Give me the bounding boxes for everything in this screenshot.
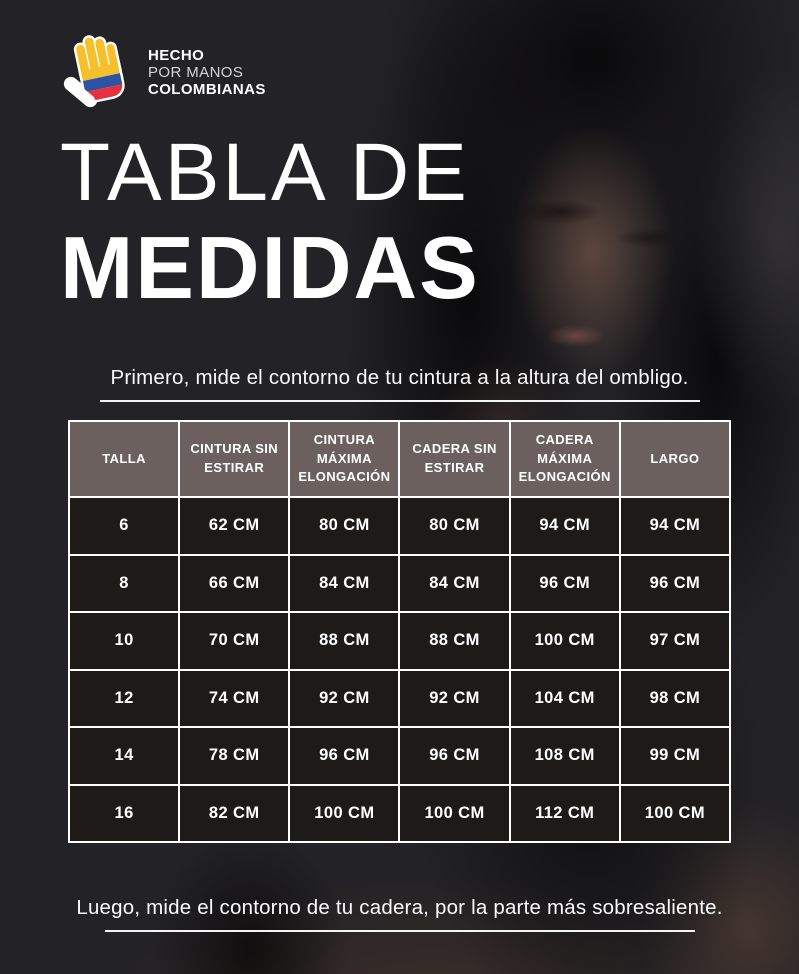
measure-value-cell: 94 CM	[508, 496, 621, 556]
measure-value-cell: 104 CM	[508, 668, 621, 728]
size-row: 8 66 CM 84 CM 84 CM 96 CM 96 CM	[67, 553, 732, 613]
instruction-hip: Luego, mide el contorno de tu cadera, po…	[0, 896, 799, 932]
measure-value-cell: 100 CM	[618, 783, 732, 843]
hand-colombian-flag-icon	[63, 35, 125, 108]
column-header: TALLA	[67, 420, 181, 498]
measure-value-cell: 100 CM	[288, 783, 401, 843]
divider-line-bottom	[104, 930, 695, 932]
size-value-cell: 12	[67, 668, 181, 728]
divider-line-top	[99, 400, 700, 402]
size-row: 14 78 CM 96 CM 96 CM 108 CM 99 CM	[67, 726, 732, 786]
size-value-cell: 14	[67, 726, 181, 786]
measure-value-cell: 84 CM	[288, 553, 401, 613]
column-header: CADERA MÁXIMA ELONGACIÓN	[508, 420, 621, 498]
measure-value-cell: 84 CM	[398, 553, 511, 613]
measure-value-cell: 88 CM	[398, 611, 511, 671]
column-header: CINTURA MÁXIMA ELONGACIÓN	[288, 420, 401, 498]
instruction-waist-text: Primero, mide el contorno de tu cintura …	[110, 366, 689, 389]
logo-line-por-manos: POR MANOS	[148, 63, 244, 81]
measure-value-cell: 62 CM	[178, 496, 291, 556]
measure-value-cell: 96 CM	[508, 553, 621, 613]
title-line-1: TABLA DE	[60, 127, 470, 218]
size-row: 6 62 CM 80 CM 80 CM 94 CM 94 CM	[67, 496, 732, 556]
measure-value-cell: 82 CM	[178, 783, 291, 843]
size-value-cell: 6	[67, 496, 181, 556]
brand-logo: HECHO POR MANOS COLOMBIANAS	[62, 32, 266, 112]
measure-value-cell: 100 CM	[398, 783, 511, 843]
size-row: 10 70 CM 88 CM 88 CM 100 CM 97 CM	[67, 611, 732, 671]
measure-value-cell: 97 CM	[618, 611, 732, 671]
size-value-cell: 10	[67, 611, 181, 671]
header-row: TALLA CINTURA SIN ESTIRAR CINTURA MÁXIMA E…	[67, 420, 732, 498]
measure-value-cell: 98 CM	[618, 668, 732, 728]
instruction-hip-text: Luego, mide el contorno de tu cadera, po…	[76, 896, 723, 919]
size-row: 16 82 CM 100 CM 100 CM 112 CM 100 CM	[67, 783, 732, 843]
size-value-cell: 8	[67, 553, 181, 613]
measure-value-cell: 88 CM	[288, 611, 401, 671]
measure-value-cell: 96 CM	[288, 726, 401, 786]
measure-value-cell: 70 CM	[178, 611, 291, 671]
size-table-body: 6 62 CM 80 CM 80 CM 94 CM 94 CM 8 66 CM 84 CM 84 …	[67, 496, 732, 843]
measure-value-cell: 99 CM	[618, 726, 732, 786]
column-header: CINTURA SIN ESTIRAR	[178, 420, 291, 498]
column-header: LARGO	[618, 420, 732, 498]
measure-value-cell: 100 CM	[508, 611, 621, 671]
instruction-waist: Primero, mide el contorno de tu cintura …	[0, 366, 799, 402]
measure-value-cell: 94 CM	[618, 496, 732, 556]
column-header: CADERA SIN ESTIRAR	[398, 420, 511, 498]
measure-value-cell: 96 CM	[398, 726, 511, 786]
measure-value-cell: 80 CM	[398, 496, 511, 556]
logo-wordmark: HECHO POR MANOS COLOMBIANAS	[148, 47, 266, 98]
measure-value-cell: 108 CM	[508, 726, 621, 786]
size-table-head: TALLA CINTURA SIN ESTIRAR CINTURA MÁXIMA E…	[67, 420, 732, 498]
measure-value-cell: 112 CM	[508, 783, 621, 843]
measure-value-cell: 92 CM	[288, 668, 401, 728]
size-table: TALLA CINTURA SIN ESTIRAR CINTURA MÁXIMA E…	[67, 420, 732, 843]
page-title: TABLA DE MEDIDAS	[60, 126, 480, 316]
title-line-2: MEDIDAS	[60, 218, 480, 317]
logo-line-hecho: HECHO	[148, 46, 205, 64]
logo-line-colombianas: COLOMBIANAS	[148, 80, 266, 98]
measure-value-cell: 78 CM	[178, 726, 291, 786]
measure-value-cell: 80 CM	[288, 496, 401, 556]
measure-value-cell: 92 CM	[398, 668, 511, 728]
measure-value-cell: 74 CM	[178, 668, 291, 728]
size-value-cell: 16	[67, 783, 181, 843]
size-row: 12 74 CM 92 CM 92 CM 104 CM 98 CM	[67, 668, 732, 728]
measure-value-cell: 96 CM	[618, 553, 732, 613]
measure-value-cell: 66 CM	[178, 553, 291, 613]
